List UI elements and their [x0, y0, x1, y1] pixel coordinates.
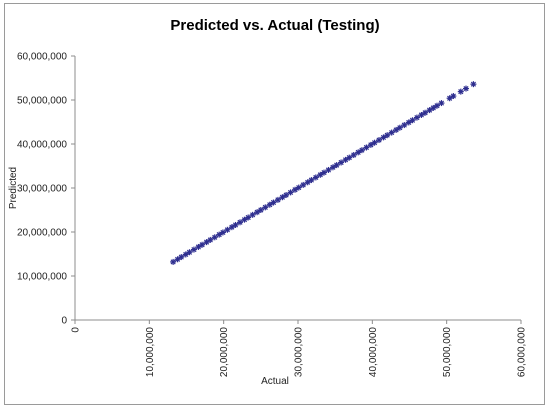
data-point [422, 109, 429, 116]
y-tick-label: 10,000,000 [17, 272, 67, 283]
data-point [396, 124, 403, 131]
data-point [470, 81, 477, 88]
data-point [409, 117, 416, 124]
data-point [358, 147, 365, 154]
data-point [245, 214, 252, 221]
data-point [371, 139, 378, 146]
x-tick-group: 0 10,000,000 20,000,000 30,000,000 40,000,00… [71, 320, 528, 377]
data-point [333, 162, 340, 169]
data-point [274, 196, 281, 203]
data-point [287, 189, 294, 196]
data-point [388, 129, 395, 136]
data-point [283, 192, 290, 199]
data-point [249, 211, 256, 218]
data-point [178, 254, 185, 261]
data-point [462, 85, 469, 92]
chart-title: Predicted vs. Actual (Testing) [170, 17, 379, 34]
data-points [170, 81, 477, 265]
data-point [438, 100, 445, 107]
data-point [190, 246, 197, 253]
data-point [401, 122, 408, 129]
data-point [211, 234, 218, 241]
y-tick-label: 30,000,000 [17, 184, 67, 195]
data-point [186, 249, 193, 256]
y-tick-label: 40,000,000 [17, 140, 67, 151]
y-tick-label: 20,000,000 [17, 228, 67, 239]
data-point [170, 258, 177, 265]
data-point [203, 239, 210, 246]
data-point [270, 199, 277, 206]
data-point [384, 132, 391, 139]
x-tick-label: 50,000,000 [442, 327, 453, 377]
y-tick-label: 0 [61, 316, 67, 327]
data-point [224, 226, 231, 233]
data-point [393, 126, 400, 133]
data-point [413, 114, 420, 121]
data-point [446, 95, 453, 102]
x-tick-label: 30,000,000 [294, 327, 305, 377]
data-point [317, 171, 324, 178]
data-point [262, 204, 269, 211]
data-point [279, 194, 286, 201]
data-point [300, 181, 307, 188]
data-point [321, 169, 328, 176]
data-point [312, 174, 319, 181]
data-point [207, 236, 214, 243]
data-point [338, 159, 345, 166]
x-axis-label: Actual [261, 376, 289, 387]
x-tick-label: 0 [71, 327, 82, 333]
data-point [257, 207, 264, 213]
x-tick-label: 60,000,000 [517, 327, 528, 377]
data-point [325, 166, 332, 173]
data-point [376, 137, 383, 144]
data-point [450, 93, 457, 100]
data-point [237, 219, 244, 226]
y-tick-group: 0 10,000,000 20,000,000 30,000,000 40,000,00… [17, 52, 75, 327]
y-tick-label: 50,000,000 [17, 96, 67, 107]
x-tick-label: 20,000,000 [219, 327, 230, 377]
data-point [295, 184, 302, 191]
data-point [346, 154, 353, 161]
data-point [434, 102, 441, 109]
y-tick-label: 60,000,000 [17, 52, 67, 63]
data-point [380, 134, 387, 141]
data-point [350, 152, 357, 158]
y-axis-label: Predicted [8, 167, 19, 209]
data-point [363, 144, 370, 151]
data-point [304, 179, 311, 186]
data-point [219, 229, 226, 236]
data-point [308, 177, 315, 184]
data-point [342, 156, 349, 163]
data-point [199, 241, 206, 248]
x-tick-label: 40,000,000 [368, 327, 379, 377]
x-tick-label: 10,000,000 [145, 327, 156, 377]
data-point [232, 221, 239, 228]
data-point [457, 88, 464, 95]
plot-area: 0 10,000,000 20,000,000 30,000,000 40,000,00… [17, 52, 528, 378]
